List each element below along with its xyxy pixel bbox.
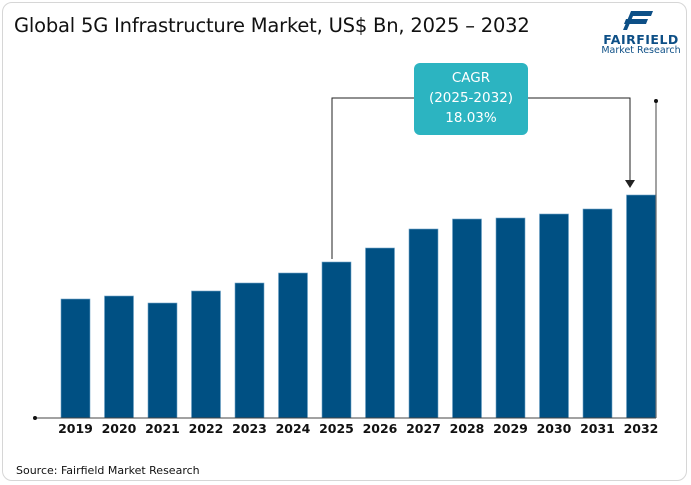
bar-2023: [234, 282, 265, 419]
axis-dot-top: [654, 99, 658, 103]
cagr-bracket-right: [528, 97, 631, 182]
cagr-period: (2025-2032): [428, 90, 514, 106]
bar-2028: [452, 218, 482, 419]
x-tick-label: 2022: [189, 421, 224, 436]
cagr-value: 18.03%: [445, 110, 497, 126]
x-tick-label: 2028: [450, 421, 485, 436]
bar-2021: [147, 302, 178, 419]
bar-2020: [104, 295, 134, 419]
x-tick-label: 2023: [232, 421, 267, 436]
bar-2027: [408, 228, 439, 419]
logo-text: FAIRFIELD: [603, 32, 679, 47]
bar-2024: [278, 272, 308, 419]
x-tick-label: 2026: [363, 421, 398, 436]
x-tick-label: 2029: [493, 421, 528, 436]
x-tick-label: 2027: [406, 421, 441, 436]
x-tick-label: 2031: [580, 421, 615, 436]
cagr-label: CAGR: [451, 70, 491, 86]
bar-2025: [321, 261, 352, 419]
cagr-callout: CAGR (2025-2032) 18.03%: [414, 63, 528, 135]
bar-2019: [60, 298, 91, 419]
x-tick-label: 2024: [276, 421, 311, 436]
chart-title: Global 5G Infrastructure Market, US$ Bn,…: [14, 14, 530, 37]
x-tick-label: 2020: [102, 421, 137, 436]
logo-mark-icon: [623, 11, 653, 30]
cagr-bracket-left: [331, 97, 414, 259]
source-note: Source: Fairfield Market Research: [16, 464, 200, 477]
arrow-down-icon: [625, 180, 635, 188]
x-tick-label: 2025: [319, 421, 354, 436]
x-tick-label: 2021: [145, 421, 180, 436]
bar-2029: [495, 217, 526, 419]
axis-dot-left: [33, 416, 37, 420]
x-tick-label: 2019: [58, 421, 93, 436]
chart-frame: [2, 2, 687, 481]
fairfield-logo: FAIRFIELD Market Research: [598, 8, 684, 58]
x-tick-label: 2030: [537, 421, 572, 436]
bar-2030: [539, 213, 569, 419]
bar-2026: [365, 247, 395, 419]
bar-2022: [191, 290, 221, 419]
bar-2031: [582, 208, 613, 419]
bar-2032: [626, 194, 656, 419]
x-tick-label: 2032: [624, 421, 659, 436]
logo-subtext: Market Research: [601, 45, 681, 56]
